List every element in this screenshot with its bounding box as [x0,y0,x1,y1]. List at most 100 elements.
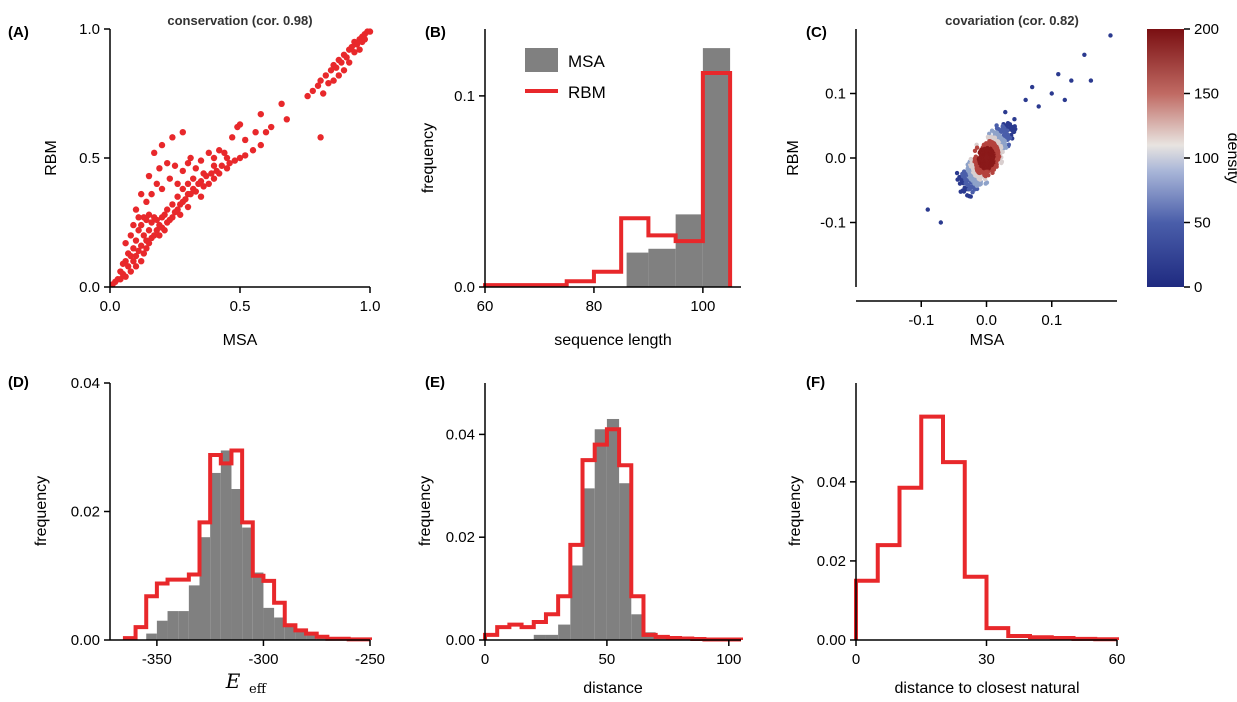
x-axis-label: MSA [970,332,1005,349]
scatter-point [223,165,231,172]
scatter-point [179,185,186,193]
y-tick-label: 0.0 [825,150,846,167]
y-axis-label: frequency [33,476,50,546]
scatter-point [182,196,189,203]
scatter-point [338,59,345,66]
msa-bar [702,48,731,287]
msa-bar [199,537,211,640]
y-tick-label: 0.02 [71,504,100,521]
msa-bar [631,614,644,640]
msa-bar [558,624,571,640]
density-point [974,186,980,192]
scatter-point [174,193,181,200]
panel-label: (D) [8,374,29,391]
scatter-point [210,154,218,162]
rbm-step-line [483,427,743,642]
scatter-point [216,170,223,177]
panel-label: (E) [425,374,445,391]
y-tick-label: -0.1 [820,215,846,232]
scatter-point [283,116,290,123]
msa-bar [167,611,179,640]
scatter-point [153,180,160,187]
density-point [1062,97,1068,103]
scatter-point [171,162,179,169]
x-tick-label: 1.0 [360,298,381,315]
x-tick-label: 60 [1109,651,1126,668]
density-point [968,194,973,199]
scatter-point [322,72,329,79]
scatter-point [122,239,129,247]
scatter-point [143,245,150,252]
y-tick-label: 0.00 [446,632,475,649]
x-axis-label: distance to closest natural [895,680,1080,697]
colorbar-label: density [1224,133,1237,184]
scatter-point [174,206,181,213]
scatter-point [210,175,218,182]
scatter-point [169,214,176,221]
density-point [984,180,990,185]
density-point [1069,78,1074,83]
density-point [925,207,930,212]
scatter-point [179,129,186,136]
legend-rbm-label: RBM [568,83,606,102]
x-axis-label: distance [583,680,643,697]
msa-bar [619,483,632,640]
scatter-point [164,206,171,213]
scatter-point [169,134,176,141]
scatter-point [156,232,163,239]
msa-bar [675,214,703,287]
density-point [1082,52,1087,57]
x-tick-label: 0.1 [1041,312,1062,329]
density-point [962,169,967,175]
scatter-point [333,64,340,71]
msa-bar [606,418,620,640]
y-tick-label: 1.0 [79,21,100,38]
scatter-point [200,183,207,190]
scatter-point [187,154,194,162]
scatter-point [197,178,205,185]
density-point [972,148,978,154]
scatter-point [197,157,205,164]
panel-label: (F) [806,374,825,391]
scatter-point [169,201,176,208]
density-point [974,145,980,150]
scatter-point [314,82,322,89]
scatter-point [304,92,311,100]
msa-bar [533,634,546,640]
x-axis-label: sequence length [554,332,671,349]
scatter-point [138,190,145,198]
y-tick-label: 0.02 [817,553,846,570]
density-point [989,128,995,133]
x-axis-label: MSA [223,332,258,349]
scatter-point [138,258,145,265]
scatter-point [132,252,140,260]
scatter-point [143,198,150,206]
scatter-point [130,221,137,229]
x-tick-label: 50 [599,651,616,668]
scatter-point [317,134,324,141]
y-tick-label: 0.04 [71,375,100,392]
scatter-point [127,232,134,239]
scatter-point [361,36,368,43]
scatter-point [223,154,231,162]
x-axis-label: E [225,669,241,693]
legend-msa-swatch [525,48,558,72]
scatter-point [351,49,358,56]
y-tick-label: 0.0 [79,279,100,296]
scatter-point [187,190,194,198]
x-tick-label: 100 [690,298,715,315]
x-tick-label: -300 [248,651,278,668]
scatter-point [132,206,140,213]
scatter-point [242,136,249,144]
panel-title: conservation (cor. 0.98) [167,13,312,28]
scatter-point [164,159,171,167]
scatter-point [257,141,264,149]
scatter-point [309,87,316,95]
scatter-point [317,77,324,84]
y-tick-label: 0.1 [454,88,475,105]
msa-bar [210,472,221,640]
msa-bar [626,252,649,287]
density-point [1029,84,1035,90]
panel-label: (A) [8,24,29,41]
panel-title: covariation (cor. 0.82) [945,13,1079,28]
